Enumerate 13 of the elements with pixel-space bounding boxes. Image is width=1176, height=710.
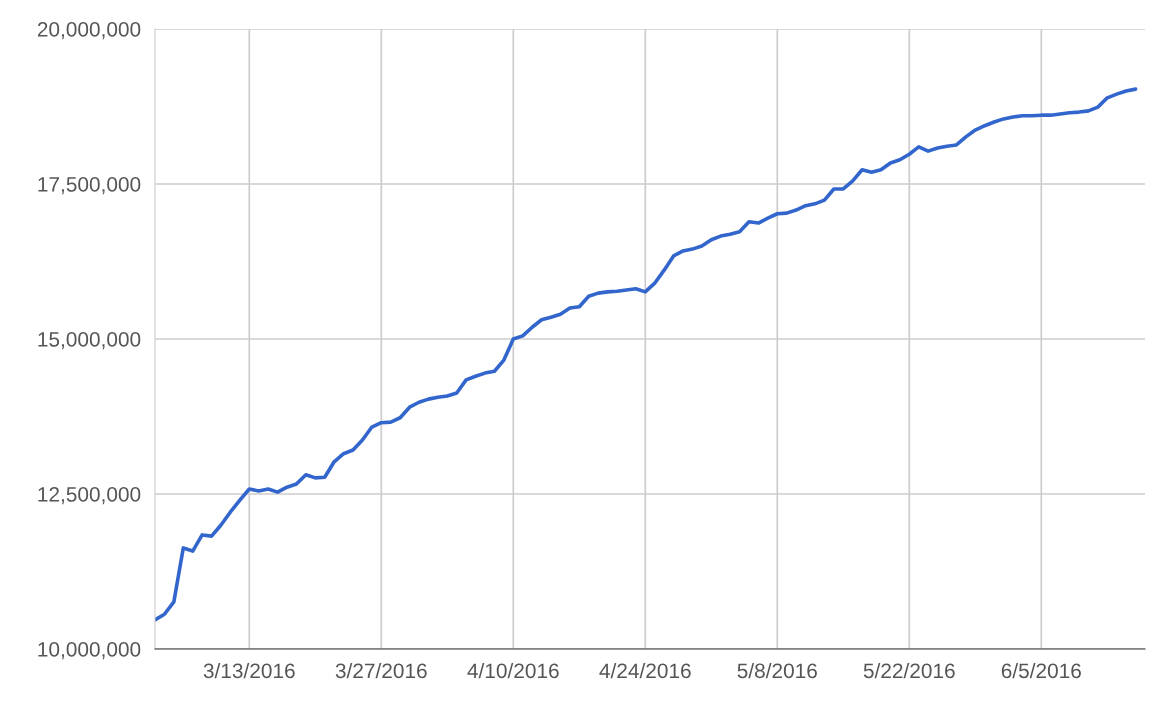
x-tick-label: 4/24/2016 — [599, 662, 691, 679]
y-tick-label: 15,000,000 — [38, 332, 141, 350]
x-tick-label: 3/27/2016 — [335, 662, 427, 679]
x-tick-label: 5/8/2016 — [737, 662, 817, 679]
line-series — [155, 87, 1138, 622]
y-tick-label: 20,000,000 — [37, 22, 141, 40]
y-tick-label: 10,000,000 — [38, 642, 141, 660]
x-tick-label: 6/5/2016 — [1001, 662, 1081, 679]
x-tick-label: 4/10/2016 — [467, 662, 559, 679]
y-tick-label: 17,500,000 — [38, 177, 141, 195]
y-tick-label: 12,500,000 — [38, 487, 141, 505]
x-tick-label: 5/22/2016 — [863, 662, 955, 679]
x-tick-label: 3/13/2016 — [203, 662, 295, 679]
